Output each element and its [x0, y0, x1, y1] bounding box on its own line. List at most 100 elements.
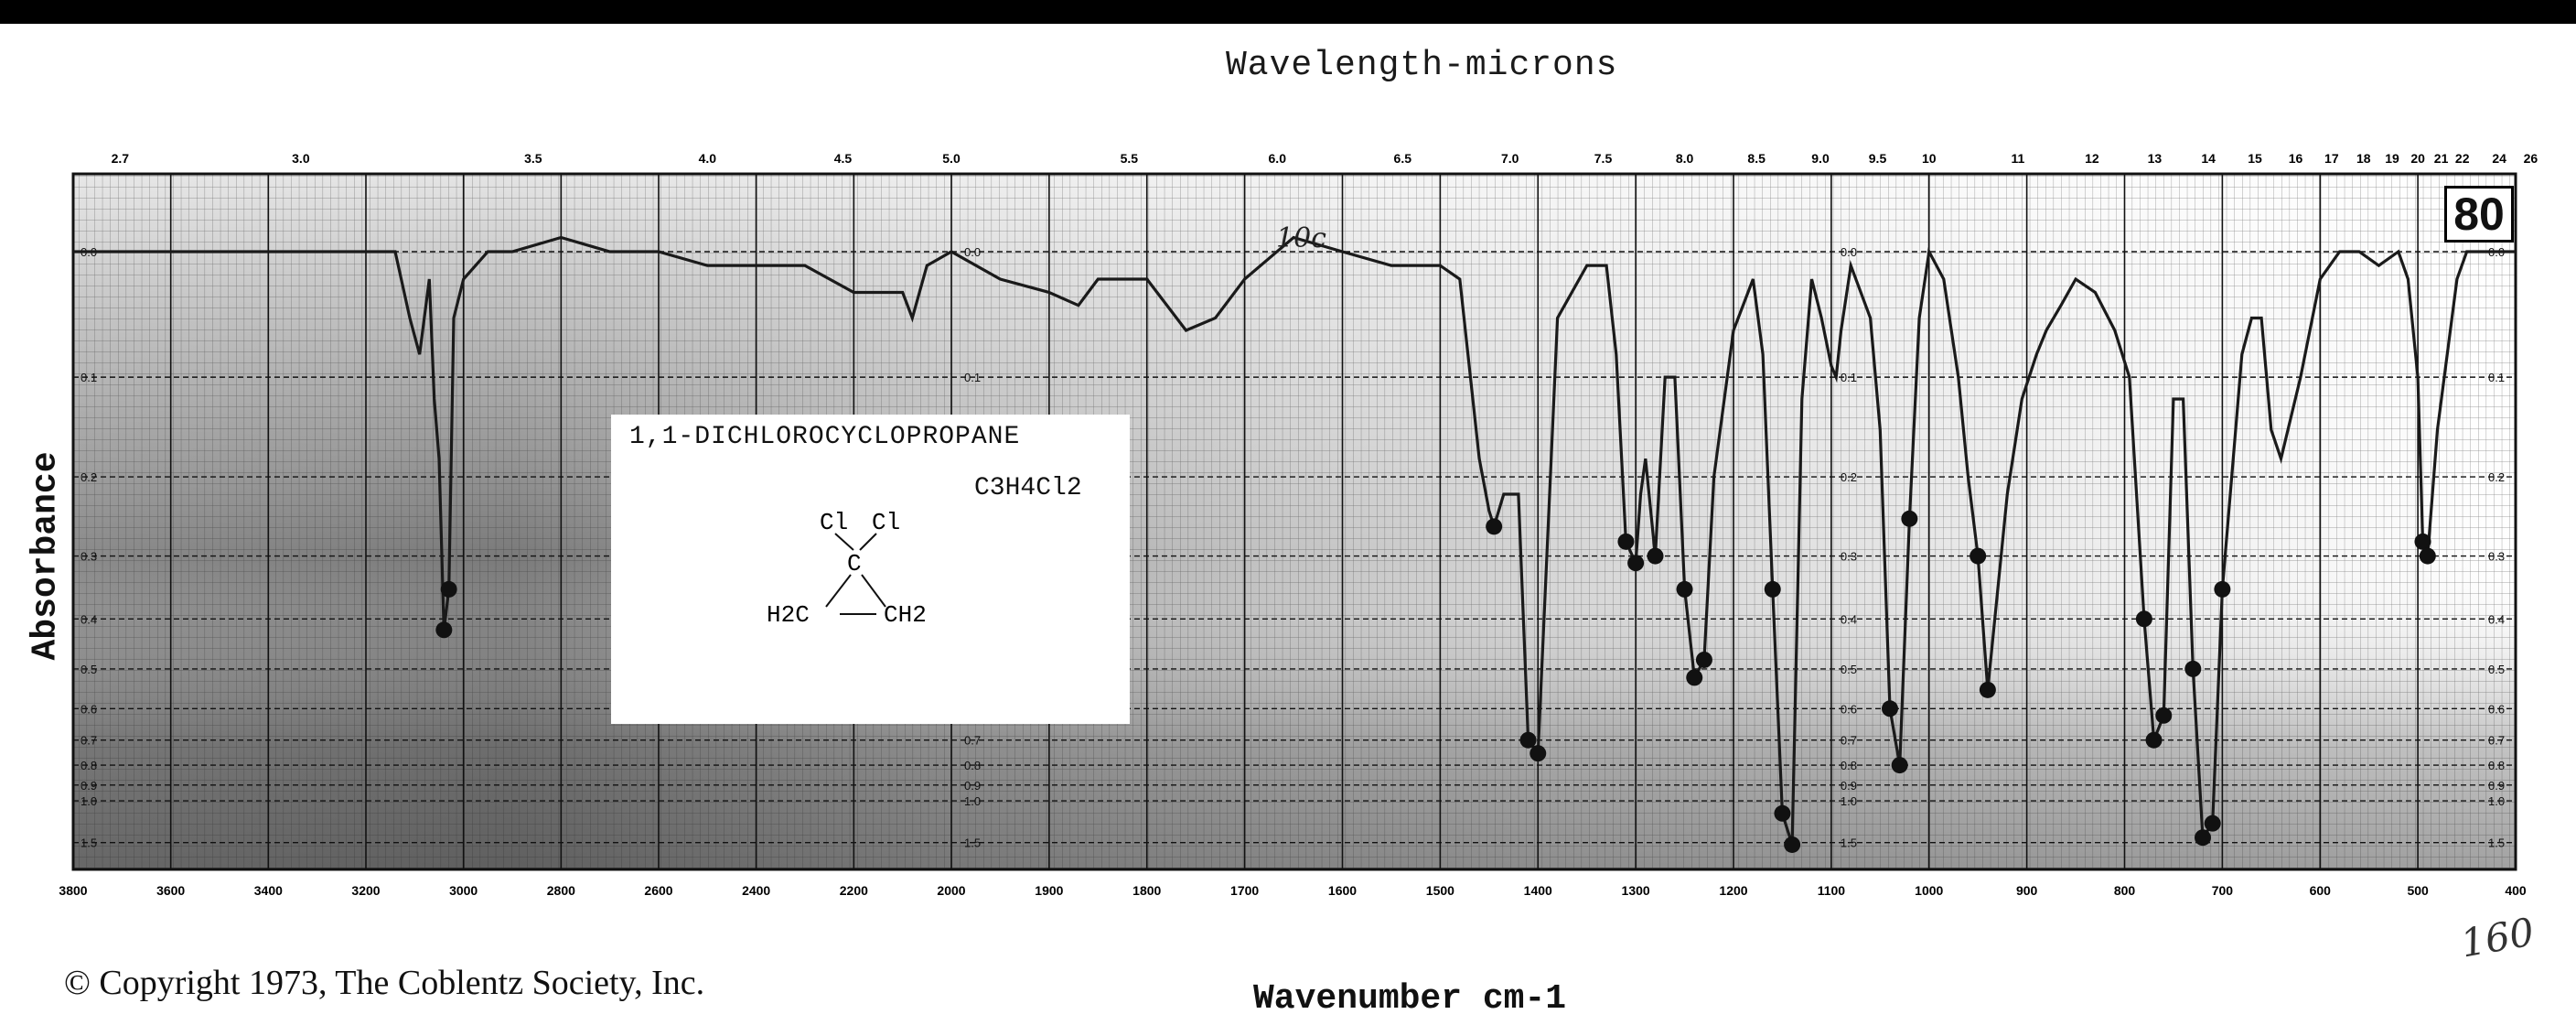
top-tick-label: 4.0 [699, 151, 717, 166]
x-tick-label: 1400 [1524, 883, 1552, 898]
top-tick-label: 26 [2524, 151, 2538, 166]
compound-label-card: Cl Cl C H2C CH2 [611, 415, 1130, 724]
y-tick-label: 0.7 [80, 734, 97, 748]
top-tick-label: 15 [2248, 151, 2262, 166]
y-tick-label: 1.0 [964, 794, 981, 808]
x-tick-label: 700 [2212, 883, 2234, 898]
peak-dot [1891, 757, 1908, 774]
top-tick-label: 10 [1922, 151, 1937, 166]
peak-dot [2214, 580, 2231, 598]
peak-dot [1676, 580, 1693, 598]
y-tick-label: 0.7 [964, 734, 981, 748]
top-axis-title: Wavelength-microns [1226, 46, 1618, 85]
peak-dot [1764, 580, 1781, 598]
peak-dot [1530, 745, 1547, 762]
top-tick-label: 22 [2455, 151, 2470, 166]
x-tick-label: 2600 [644, 883, 672, 898]
x-tick-label: 1000 [1915, 883, 1943, 898]
spectrum-number: 80 [2444, 186, 2514, 243]
structure-drawing: Cl Cl C H2C CH2 [767, 509, 927, 629]
y-tick-label: 0.8 [964, 759, 981, 772]
x-tick-label: 2400 [742, 883, 770, 898]
bond-c-left [825, 574, 852, 608]
y-tick-label: 0.5 [2488, 663, 2505, 676]
y-tick-label: 1.5 [2488, 836, 2505, 850]
x-tick-label: 500 [2407, 883, 2429, 898]
y-tick-label: 0.2 [1841, 470, 1857, 484]
top-tick-label: 9.5 [1869, 151, 1887, 166]
bottom-axis-ticks: 3800 3600 3400 3200 3000 2800 2600 2400 2200 2000… [59, 883, 2526, 898]
x-tick-label: 1700 [1230, 883, 1259, 898]
peak-dot [435, 621, 453, 639]
y-tick-label: 0.7 [1841, 734, 1857, 748]
x-tick-label: 3600 [156, 883, 185, 898]
y-tick-label: 0.1 [2488, 371, 2505, 384]
top-tick-label: 13 [2148, 151, 2163, 166]
y-tick-label: 0.9 [1841, 779, 1857, 793]
x-tick-label: 3200 [351, 883, 380, 898]
top-tick-label: 6.0 [1269, 151, 1287, 166]
y-tick-label: 0.4 [1841, 612, 1857, 626]
peak-dot [1882, 700, 1898, 718]
y-tick-label: 0.1 [80, 371, 97, 384]
peak-dot [1979, 681, 1996, 698]
top-tick-label: 3.0 [292, 151, 310, 166]
chlorine-left: Cl [820, 509, 848, 536]
top-tick-label: 6.5 [1394, 151, 1412, 166]
y-tick-label: 0.8 [80, 759, 97, 772]
y-tick-label: 0.5 [1841, 663, 1857, 676]
top-tick-label: 5.0 [942, 151, 961, 166]
x-tick-label: 400 [2505, 883, 2527, 898]
top-tick-label: 11 [2012, 151, 2025, 166]
x-tick-label: 1600 [1328, 883, 1357, 898]
x-tick-label: 3000 [449, 883, 478, 898]
peak-dot [1901, 510, 1918, 527]
peak-markers [435, 510, 2436, 853]
y-tick-label: 0.3 [1841, 550, 1857, 564]
peak-dot [2135, 610, 2152, 628]
peak-dot [1784, 836, 1801, 853]
compound-name: 1,1-DICHLOROCYCLOPROPANE [629, 423, 1021, 451]
bond-cl-right [859, 533, 877, 551]
top-tick-label: 12 [2085, 151, 2099, 166]
y-tick-label: 0.5 [80, 663, 97, 676]
x-tick-label: 3800 [59, 883, 87, 898]
y-tick-label: 0.9 [964, 779, 981, 793]
top-tick-label: 8.0 [1676, 151, 1694, 166]
top-tick-label: 9.0 [1811, 151, 1830, 166]
peak-dot [1519, 731, 1537, 749]
x-tick-label: 900 [2016, 883, 2038, 898]
x-tick-label: 600 [2310, 883, 2332, 898]
y-tick-label: 1.0 [1841, 794, 1857, 808]
top-tick-label: 20 [2410, 151, 2425, 166]
top-tick-label: 14 [2201, 151, 2216, 166]
y-tick-label: 0.6 [2488, 702, 2505, 716]
y-tick-label: 0.3 [80, 550, 97, 564]
plot-area [71, 172, 2517, 871]
x-tick-label: 1300 [1622, 883, 1650, 898]
central-carbon: C [847, 550, 862, 577]
peak-dot [1774, 804, 1791, 822]
peak-dot [1686, 669, 1703, 686]
spectrum-trace [73, 235, 2516, 846]
x-tick-label: 1800 [1132, 883, 1161, 898]
peak-dot [1617, 533, 1635, 550]
y-tick-label: 0.6 [1841, 702, 1857, 716]
peak-dot [1627, 555, 1645, 572]
top-black-border [0, 0, 2576, 24]
top-tick-label: 17 [2324, 151, 2339, 166]
x-tick-label: 1200 [1719, 883, 1747, 898]
y-tick-label: 1.5 [1841, 836, 1857, 850]
top-tick-label: 7.0 [1501, 151, 1519, 166]
y-tick-label: 0.0 [964, 245, 981, 259]
y-tick-label: 0.1 [964, 371, 981, 384]
top-tick-label: 21 [2434, 151, 2449, 166]
y-tick-label: 1.0 [2488, 794, 2505, 808]
top-tick-label: 2.7 [112, 151, 130, 166]
x-tick-label: 3400 [254, 883, 283, 898]
y-tick-label: 0.7 [2488, 734, 2505, 748]
y-tick-label: 0.0 [1841, 245, 1857, 259]
x-axis-label: Wavenumber cm-1 [1253, 979, 1567, 1019]
peak-dot [1486, 518, 1503, 535]
